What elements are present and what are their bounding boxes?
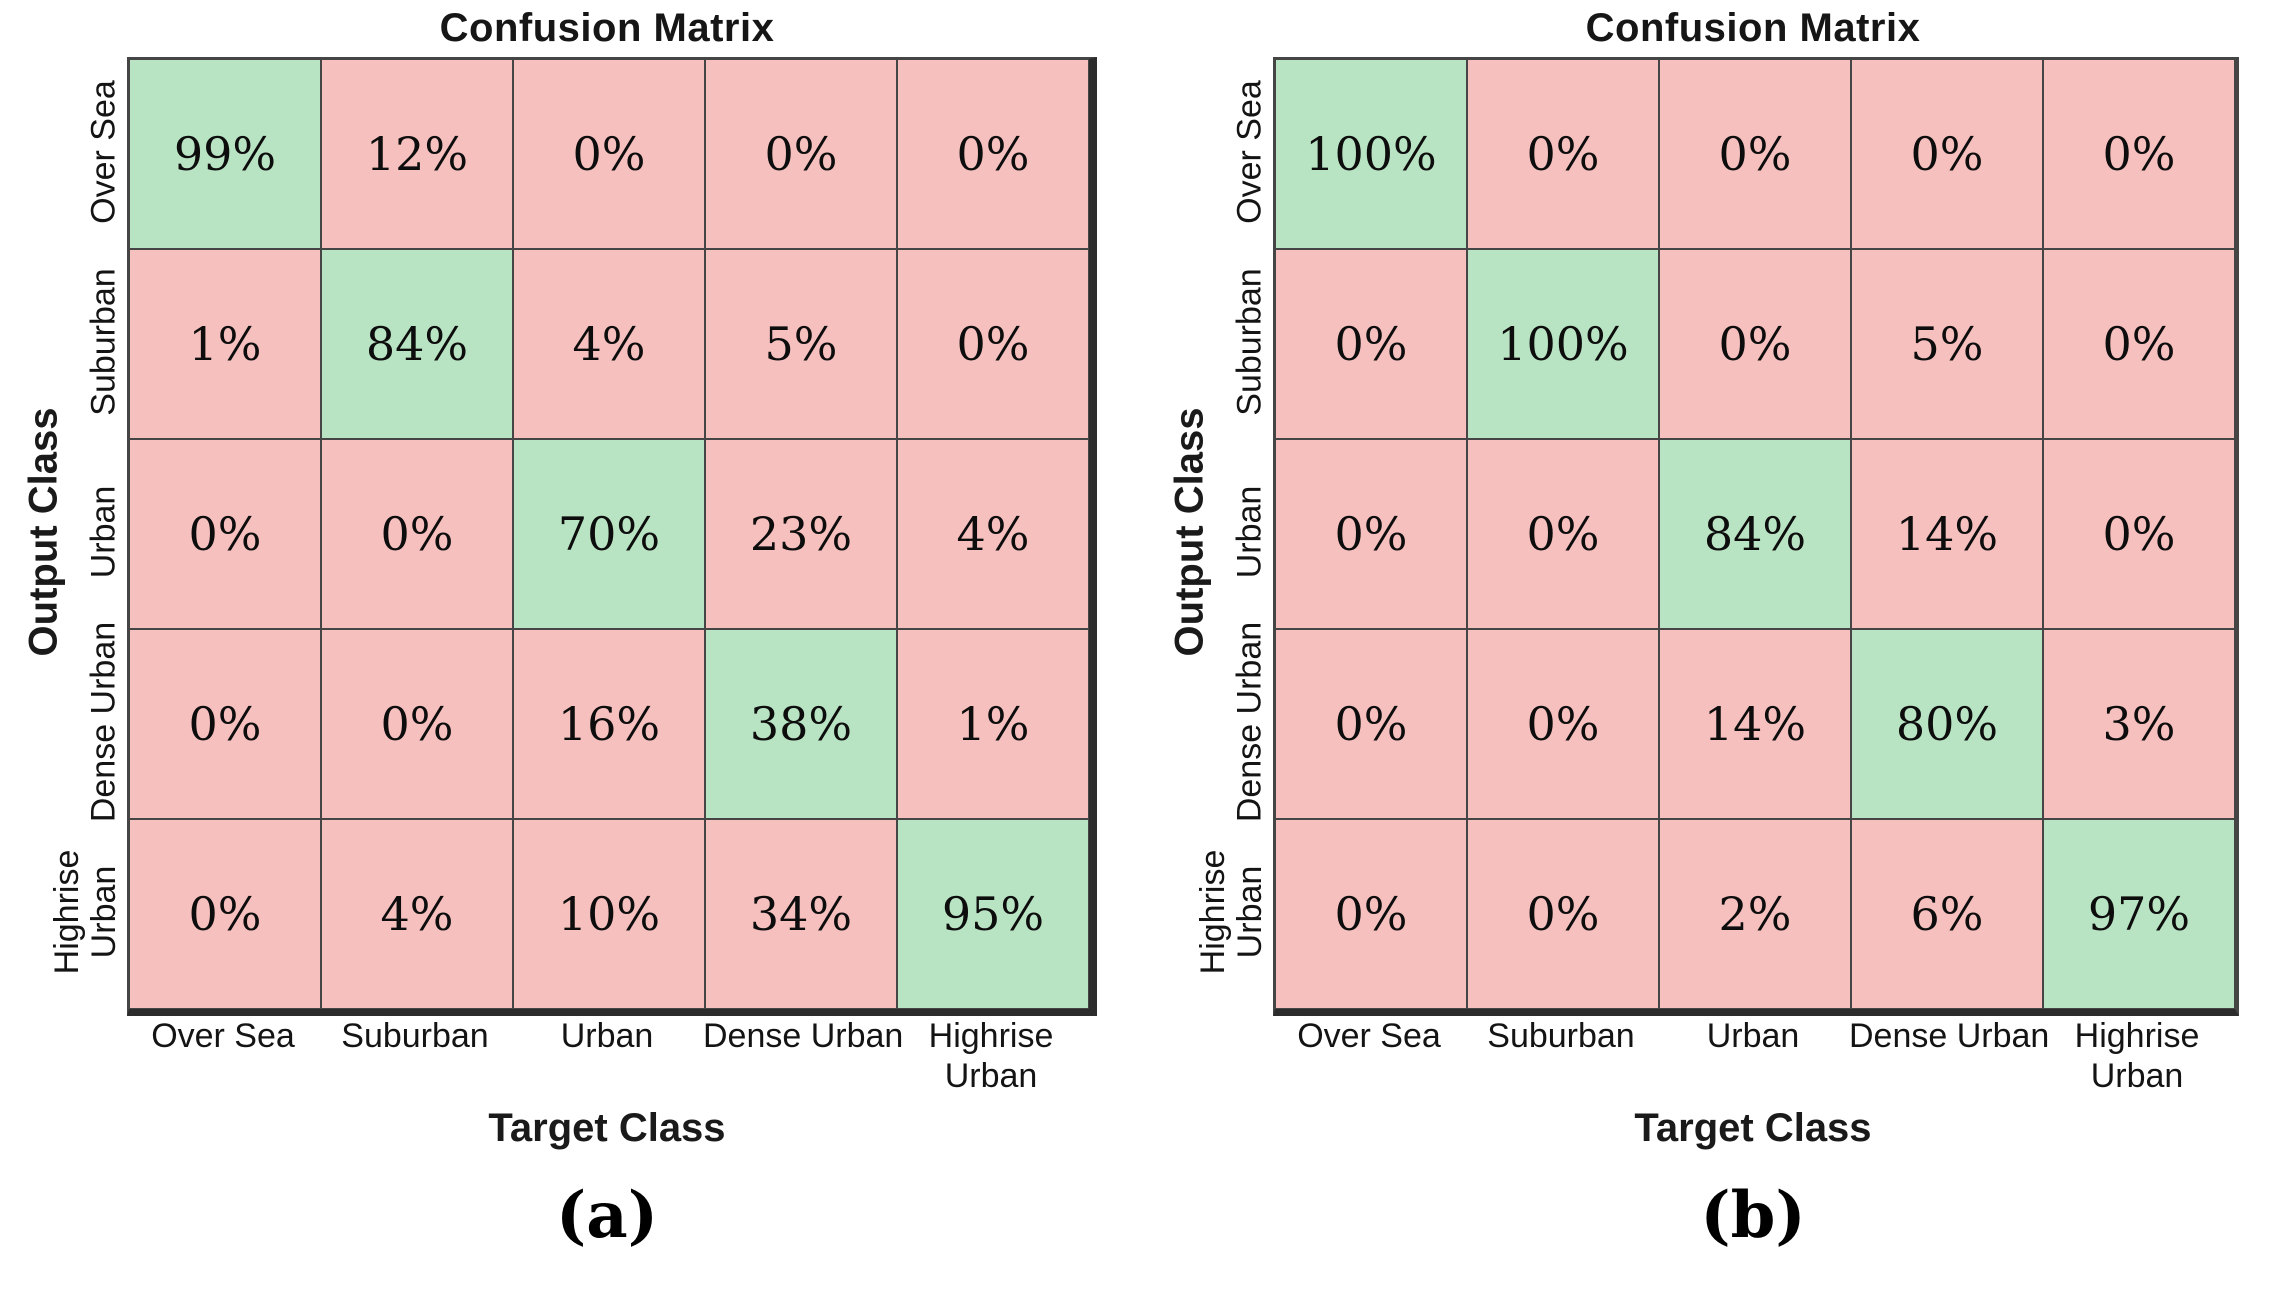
matrix-cell: 0% (897, 59, 1089, 249)
matrix-cell: 0% (2043, 439, 2235, 629)
matrix-grid: 100% 0% 0% 0% 0% 0% 100% 0% 5% 0% 0% 0% … (1273, 57, 2239, 1016)
matrix-cell: 0% (129, 629, 321, 819)
matrix-cell: 4% (321, 819, 513, 1009)
matrix-cell: 0% (705, 59, 897, 249)
x-axis-label: Target Class (1634, 1106, 1872, 1150)
matrix-cell: 38% (705, 629, 897, 819)
matrix-cell: 0% (2043, 59, 2235, 249)
matrix-cell: 0% (1467, 629, 1659, 819)
matrix-cell: 0% (897, 249, 1089, 439)
x-axis-label: Target Class (488, 1106, 726, 1150)
matrix-cell: 99% (129, 59, 321, 249)
matrix-cell: 0% (1275, 819, 1467, 1009)
matrix-cell: 0% (1467, 59, 1659, 249)
matrix-cell: 0% (1467, 439, 1659, 629)
matrix-cell: 14% (1851, 439, 2043, 629)
col-label: Dense Urban (1849, 1017, 2050, 1055)
matrix-cell: 0% (1467, 819, 1659, 1009)
matrix-cell: 12% (321, 59, 513, 249)
col-label: Urban (560, 1017, 654, 1055)
matrix-cell: 1% (897, 629, 1089, 819)
confusion-matrix-panel-a: Confusion Matrix Output Class Over Sea S… (0, 0, 1141, 1303)
col-label: Highrise Urban (928, 1017, 1054, 1095)
chart-title: Confusion Matrix (439, 6, 775, 50)
confusion-matrix-panel-b: Confusion Matrix Output Class Over Sea S… (1146, 0, 2283, 1303)
matrix-cell: 0% (1275, 629, 1467, 819)
matrix-cell: 0% (513, 59, 705, 249)
col-label: Urban (1706, 1017, 1800, 1055)
matrix-cell: 3% (2043, 629, 2235, 819)
matrix-cell: 0% (129, 819, 321, 1009)
matrix-cell: 10% (513, 819, 705, 1009)
matrix-cell: 14% (1659, 629, 1851, 819)
matrix-cell: 34% (705, 819, 897, 1009)
col-label: Highrise Urban (2074, 1017, 2200, 1095)
matrix-cell: 100% (1467, 249, 1659, 439)
matrix-cell: 0% (321, 439, 513, 629)
matrix-cell: 2% (1659, 819, 1851, 1009)
matrix-cell: 5% (1851, 249, 2043, 439)
matrix-grid: 99% 12% 0% 0% 0% 1% 84% 4% 5% 0% 0% 0% 7… (127, 57, 1097, 1016)
matrix-cell: 84% (1659, 439, 1851, 629)
matrix-cell: 70% (513, 439, 705, 629)
matrix-cell: 0% (1659, 249, 1851, 439)
matrix-cell: 100% (1275, 59, 1467, 249)
col-label: Suburban (1487, 1017, 1635, 1055)
matrix-cell: 0% (129, 439, 321, 629)
matrix-cell: 0% (1851, 59, 2043, 249)
col-label: Over Sea (1297, 1017, 1441, 1055)
col-label: Over Sea (151, 1017, 295, 1055)
matrix-cell: 0% (1659, 59, 1851, 249)
matrix-cell: 0% (2043, 249, 2235, 439)
matrix-cell: 4% (897, 439, 1089, 629)
matrix-cell: 95% (897, 819, 1089, 1009)
caption-a: (a) (555, 1178, 659, 1253)
chart-title: Confusion Matrix (1585, 6, 1921, 50)
matrix-cell: 4% (513, 249, 705, 439)
matrix-cell: 0% (1275, 439, 1467, 629)
matrix-cell: 23% (705, 439, 897, 629)
col-label: Dense Urban (703, 1017, 904, 1055)
col-label: Suburban (341, 1017, 489, 1055)
matrix-cell: 80% (1851, 629, 2043, 819)
caption-b: (b) (1700, 1178, 1806, 1253)
matrix-cell: 0% (1275, 249, 1467, 439)
matrix-cell: 16% (513, 629, 705, 819)
matrix-cell: 0% (321, 629, 513, 819)
matrix-cell: 5% (705, 249, 897, 439)
matrix-cell: 1% (129, 249, 321, 439)
matrix-cell: 84% (321, 249, 513, 439)
matrix-cell: 97% (2043, 819, 2235, 1009)
matrix-cell: 6% (1851, 819, 2043, 1009)
